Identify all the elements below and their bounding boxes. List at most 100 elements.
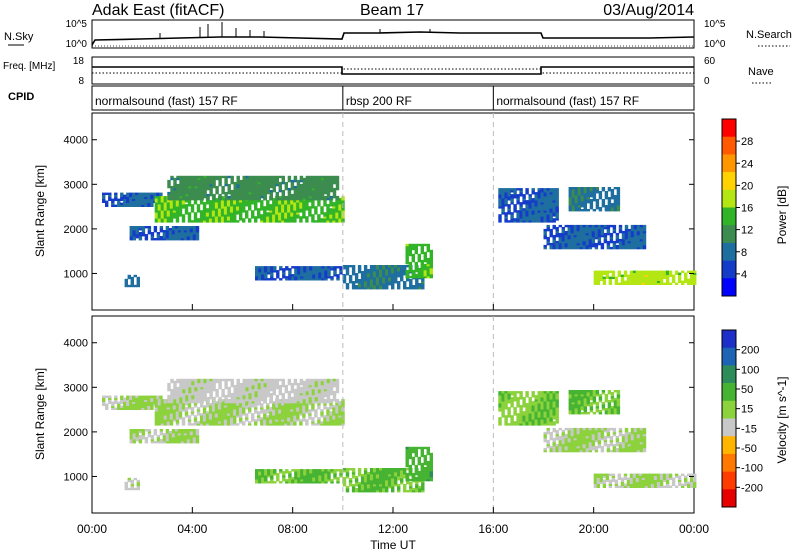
power-cell xyxy=(248,191,252,195)
power-cell xyxy=(363,281,368,284)
power-cell xyxy=(414,247,418,251)
power-cell xyxy=(281,212,285,215)
power-cell xyxy=(260,177,264,181)
power-cell xyxy=(621,232,626,236)
velocity-cell xyxy=(317,398,322,402)
velocity-cell xyxy=(275,386,279,390)
velocity-cell xyxy=(296,386,301,390)
power-cell xyxy=(593,282,598,285)
power-cell xyxy=(642,224,647,228)
velocity-cell xyxy=(130,479,134,483)
power-cell xyxy=(618,224,623,228)
power-ylabel: Slant Range [km] xyxy=(33,165,47,257)
velocity-cell xyxy=(369,486,374,489)
power-cell xyxy=(314,193,319,197)
power-cell xyxy=(391,283,395,286)
power-cell xyxy=(284,210,288,213)
power-cell xyxy=(168,238,173,241)
velocity-cell xyxy=(317,403,321,406)
power-cell xyxy=(263,181,267,185)
power-cell xyxy=(323,181,328,185)
velocity-cell xyxy=(269,392,273,396)
velocity-cell xyxy=(263,378,267,382)
power-cell xyxy=(579,236,583,240)
nave-tick-low: 0 xyxy=(704,76,710,87)
power-cell xyxy=(263,216,267,219)
power-cell xyxy=(194,189,198,193)
power-cell xyxy=(608,276,613,279)
power-cell xyxy=(144,226,149,229)
velocity-cell xyxy=(332,384,337,388)
power-cell xyxy=(138,228,143,231)
velocity-cell xyxy=(205,423,210,426)
power-cell xyxy=(230,218,234,221)
velocity-cell xyxy=(157,405,162,408)
power-cell xyxy=(607,201,612,204)
power-cell xyxy=(227,189,231,193)
velocity-cell xyxy=(314,415,318,418)
power-cell xyxy=(190,220,195,223)
power-cell xyxy=(178,204,183,207)
velocity-cell xyxy=(206,396,210,400)
velocity-cell xyxy=(296,417,300,420)
power-cell xyxy=(275,218,279,221)
velocity-cell xyxy=(357,474,362,477)
power-cell xyxy=(266,214,270,217)
velocity-cell xyxy=(260,419,264,422)
power-cell xyxy=(117,202,121,205)
power-cell xyxy=(341,200,345,203)
power-cell xyxy=(220,204,225,207)
power-cell xyxy=(245,177,249,181)
power-cell xyxy=(297,270,301,273)
power-cell xyxy=(510,198,514,201)
power-cell xyxy=(211,210,216,213)
power-cell xyxy=(260,218,264,221)
power-cell xyxy=(294,266,298,269)
velocity-cell xyxy=(162,435,167,438)
power-cell xyxy=(230,210,234,213)
power-cell xyxy=(308,200,312,203)
velocity-cell xyxy=(174,429,179,432)
velocity-cell xyxy=(236,409,240,412)
power-cell xyxy=(635,274,640,277)
velocity-cell xyxy=(226,415,231,418)
velocity-cell xyxy=(147,407,151,410)
velocity-cell xyxy=(294,477,298,480)
power-cell xyxy=(617,272,622,275)
power-cell xyxy=(123,194,127,197)
power-cell xyxy=(314,206,318,209)
power-cell xyxy=(263,185,267,189)
velocity-cell xyxy=(278,386,282,390)
power-cell xyxy=(351,281,356,284)
power-cell xyxy=(629,280,634,283)
power-cell xyxy=(323,200,327,203)
velocity-cell xyxy=(208,419,213,422)
velocity-cell xyxy=(212,398,216,402)
power-cell xyxy=(266,189,270,193)
power-cell xyxy=(170,189,174,193)
velocity-cell xyxy=(129,407,133,410)
velocity-cell xyxy=(332,417,336,420)
power-cell xyxy=(208,216,213,219)
power-cell xyxy=(519,208,523,211)
velocity-cell xyxy=(318,477,322,480)
velocity-cell xyxy=(290,405,294,408)
power-cell xyxy=(690,280,694,283)
power-cell xyxy=(366,273,371,276)
velocity-cell xyxy=(127,477,131,481)
velocity-cell xyxy=(203,382,207,386)
power-cell xyxy=(588,230,593,234)
velocity-cell xyxy=(338,405,342,408)
velocity-cell xyxy=(258,481,262,484)
velocity-cell xyxy=(202,417,207,420)
power-cell xyxy=(537,220,541,223)
velocity-cell xyxy=(339,469,343,472)
power-cell xyxy=(561,236,565,240)
power-cell xyxy=(269,179,273,183)
power-cell xyxy=(236,200,240,203)
power-cell xyxy=(314,183,319,187)
power-cell xyxy=(507,198,511,201)
velocity-cell xyxy=(281,396,285,400)
power-cell xyxy=(671,278,676,281)
power-cell xyxy=(248,175,252,179)
